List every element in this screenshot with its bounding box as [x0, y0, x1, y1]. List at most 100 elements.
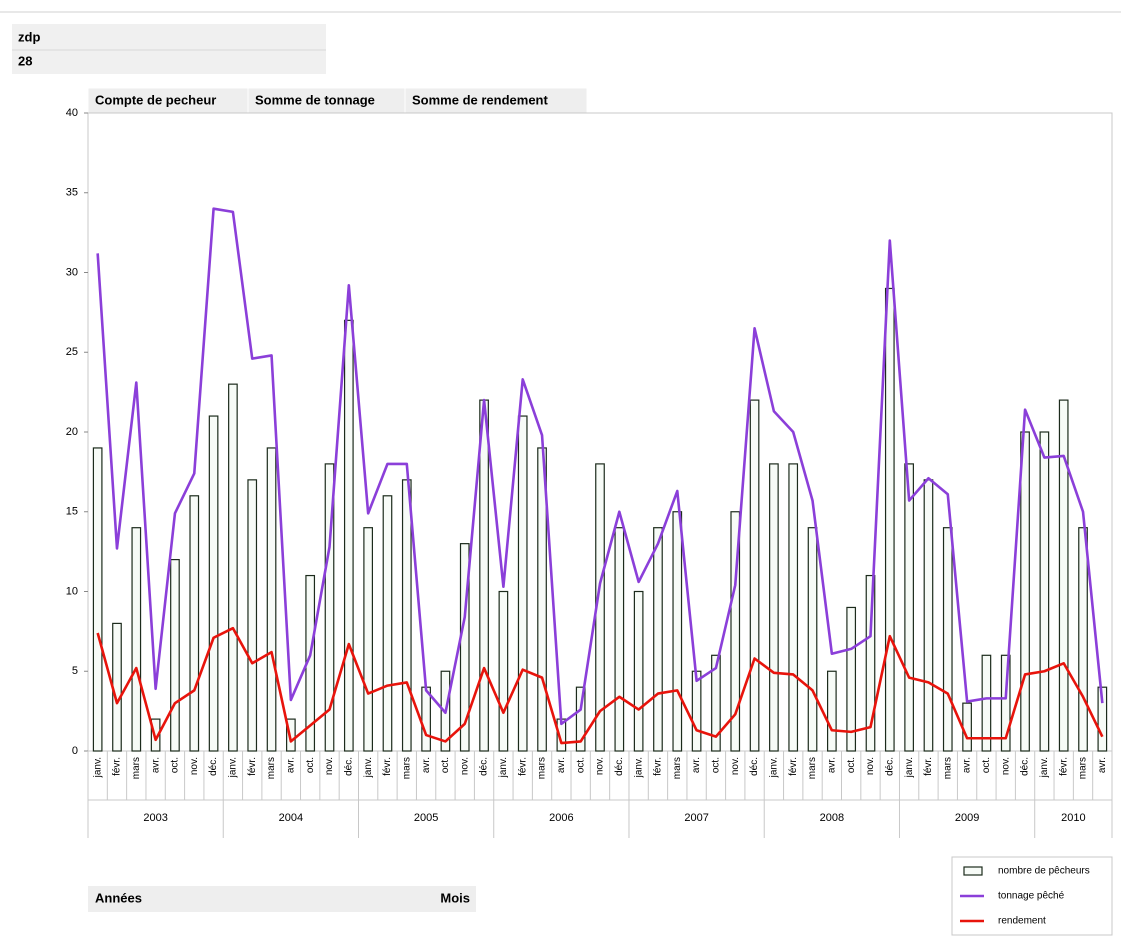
line: [96, 207, 1104, 726]
bar: [498, 590, 509, 752]
filter-box[interactable]: [12, 24, 326, 74]
bar: [614, 527, 625, 752]
x-tick-label: févr.: [112, 757, 123, 776]
x-tick-label: avr.: [826, 757, 837, 773]
legend-label: nombre de pêcheurs: [998, 866, 1090, 877]
x-tick-label: nov.: [1000, 757, 1011, 775]
row-field-label[interactable]: Mois: [440, 890, 470, 905]
x-group-label: 2009: [955, 812, 979, 824]
x-tick-label: janv.: [633, 757, 644, 778]
bar: [189, 495, 200, 752]
row-field-label[interactable]: Années: [95, 890, 142, 905]
bar: [170, 558, 180, 752]
bar: [363, 527, 374, 752]
x-group-label: 2010: [1061, 812, 1085, 824]
filter-value[interactable]: 28: [18, 53, 32, 68]
x-tick-label: déc.: [343, 757, 354, 776]
bar: [962, 702, 972, 752]
bar: [1078, 527, 1088, 752]
x-tick-label: févr.: [382, 757, 393, 776]
x-tick-label: avr.: [962, 757, 973, 773]
bar: [653, 527, 663, 752]
bar: [1058, 399, 1069, 752]
x-tick-label: déc.: [1020, 757, 1031, 776]
x-tick-label: févr.: [923, 757, 934, 776]
bar: [92, 447, 103, 752]
bar: [1000, 654, 1011, 752]
x-tick-label: avr.: [150, 757, 161, 773]
filter-field[interactable]: zdp: [18, 29, 40, 44]
bar: [865, 574, 876, 752]
x-tick-label: mars: [1078, 757, 1089, 779]
x-tick-label: mars: [266, 757, 277, 779]
x-tick-label: mars: [942, 757, 953, 779]
value-field-label[interactable]: Somme de tonnage: [255, 92, 375, 107]
x-tick-label: janv.: [904, 757, 915, 778]
y-tick-label: 25: [66, 346, 78, 358]
x-tick-label: mars: [131, 757, 142, 779]
bar: [459, 543, 470, 752]
x-tick-label: févr.: [517, 757, 528, 776]
value-field-label[interactable]: Somme de rendement: [412, 92, 548, 107]
legend-label: rendement: [998, 916, 1046, 927]
x-group-label: 2007: [684, 812, 708, 824]
bar: [826, 670, 837, 752]
bar: [421, 686, 431, 752]
bar: [981, 654, 992, 752]
y-tick-label: 10: [66, 585, 78, 597]
x-tick-label: janv.: [228, 757, 239, 778]
bar: [131, 527, 142, 752]
value-field-button[interactable]: [247, 87, 406, 114]
x-group-label: 2005: [414, 812, 438, 824]
bar: [112, 622, 122, 752]
x-tick-label: oct.: [846, 757, 857, 773]
y-tick-label: 15: [66, 506, 78, 518]
x-tick-label: nov.: [459, 757, 470, 775]
bar: [517, 415, 528, 752]
row-field-bar[interactable]: [88, 886, 476, 912]
bar: [575, 686, 586, 752]
bar: [749, 399, 760, 752]
legend-swatch: [963, 866, 983, 876]
x-tick-label: janv.: [498, 757, 509, 778]
bar: [382, 495, 393, 752]
y-tick-label: 40: [66, 107, 78, 119]
x-tick-label: avr.: [286, 757, 297, 773]
x-tick-label: mars: [807, 757, 818, 779]
x-tick-label: janv.: [1039, 757, 1050, 778]
x-tick-label: févr.: [653, 757, 664, 776]
x-tick-label: oct.: [575, 757, 586, 773]
bar: [633, 590, 644, 752]
x-tick-label: nov.: [865, 757, 876, 775]
bar: [904, 463, 914, 752]
value-field-button[interactable]: [404, 87, 588, 114]
x-tick-label: avr.: [691, 757, 702, 773]
x-tick-label: mars: [672, 757, 683, 779]
bar: [942, 527, 953, 752]
bar: [846, 606, 857, 752]
x-tick-label: oct.: [305, 757, 316, 773]
bar: [923, 479, 934, 752]
x-tick-label: nov.: [189, 757, 200, 775]
bar: [884, 287, 895, 752]
x-tick-label: janv.: [363, 757, 374, 778]
x-tick-label: déc.: [884, 757, 895, 776]
x-tick-label: avr.: [421, 757, 432, 773]
x-tick-label: janv.: [92, 757, 103, 778]
x-tick-label: févr.: [1058, 757, 1069, 776]
x-tick-label: févr.: [788, 757, 799, 776]
x-tick-label: oct.: [440, 757, 451, 773]
bar: [807, 527, 818, 752]
x-group-label: 2008: [820, 812, 844, 824]
bar: [711, 654, 721, 752]
x-tick-label: déc.: [614, 757, 625, 776]
legend-label: tonnage pêché: [998, 891, 1065, 902]
x-group-label: 2006: [549, 812, 573, 824]
bar: [208, 415, 219, 752]
x-group-label: 2004: [279, 812, 303, 824]
x-tick-label: déc.: [208, 757, 219, 776]
bar: [788, 463, 799, 752]
bar: [266, 447, 277, 752]
value-field-label[interactable]: Compte de pecheur: [95, 92, 216, 107]
